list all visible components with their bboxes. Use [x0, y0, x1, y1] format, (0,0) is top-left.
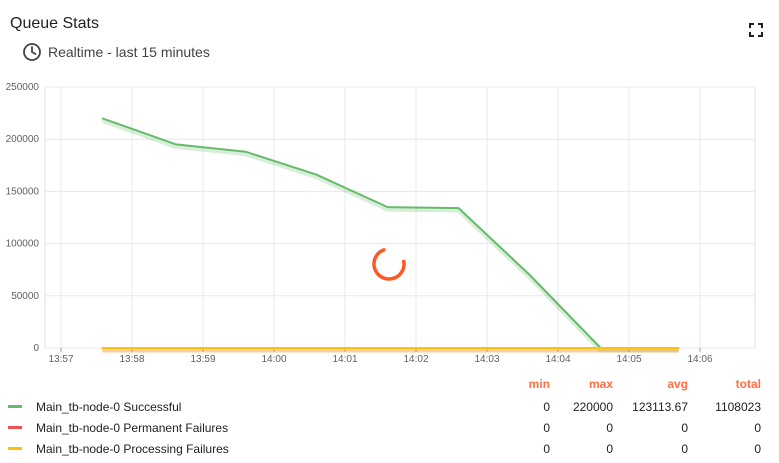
line-chart: 0 50000 100000 150000 200000 250000 13:57 13:58…: [6, 82, 756, 365]
legend-swatch: [8, 447, 22, 450]
y-tick-label: 50000: [11, 291, 39, 302]
x-tick-label: 14:00: [261, 354, 286, 365]
y-tick-label: 200000: [6, 134, 40, 145]
legend-row-successful[interactable]: Main_tb-node-0 Successful 0 220000 12311…: [0, 396, 779, 417]
y-tick-label: 250000: [6, 82, 40, 93]
x-tick-label: 13:57: [48, 354, 73, 365]
x-tick-label: 14:03: [474, 354, 499, 365]
legend-header: min max avg total: [0, 375, 779, 396]
legend-table: min max avg total Main_tb-node-0 Success…: [0, 375, 779, 459]
legend-min: 0: [543, 442, 550, 456]
y-tick-label: 100000: [6, 239, 40, 250]
legend-header-min: min: [528, 377, 550, 391]
legend-swatch: [8, 426, 22, 429]
legend-header-avg: avg: [667, 377, 688, 391]
legend-row-permanent-failures[interactable]: Main_tb-node-0 Permanent Failures 0 0 0 …: [0, 417, 779, 438]
legend-swatch: [8, 405, 22, 408]
timewindow-label: Realtime - last 15 minutes: [48, 44, 210, 60]
legend-header-total: total: [735, 377, 761, 391]
legend-total: 1108023: [715, 400, 761, 414]
timewindow[interactable]: Realtime - last 15 minutes: [22, 42, 210, 62]
legend-max: 0: [606, 421, 613, 435]
y-tick-label: 150000: [6, 186, 40, 197]
series-line: [101, 117, 679, 349]
series-shadow: [101, 117, 679, 353]
legend-label: Main_tb-node-0 Permanent Failures: [36, 421, 229, 435]
legend-avg: 123113.67: [632, 400, 688, 414]
legend-row-processing-failures[interactable]: Main_tb-node-0 Processing Failures 0 0 0…: [0, 438, 779, 459]
legend-avg: 0: [681, 421, 688, 435]
legend-total: 0: [754, 442, 761, 456]
x-tick-label: 14:06: [687, 354, 712, 365]
legend-label: Main_tb-node-0 Processing Failures: [36, 442, 229, 456]
legend-max: 0: [606, 442, 613, 456]
legend-label: Main_tb-node-0 Successful: [36, 400, 182, 414]
x-tick-label: 13:58: [119, 354, 144, 365]
x-tick-label: 13:59: [190, 354, 215, 365]
legend-min: 0: [543, 421, 550, 435]
fullscreen-icon[interactable]: [748, 22, 764, 38]
y-tick-label: 0: [33, 343, 39, 354]
x-tick-label: 14:02: [403, 354, 428, 365]
legend-max: 220000: [572, 400, 613, 414]
legend-header-max: max: [588, 377, 613, 391]
legend-avg: 0: [681, 442, 688, 456]
widget-title: Queue Stats: [10, 15, 99, 32]
x-tick-label: 14:01: [332, 354, 357, 365]
loading-spinner: [372, 248, 406, 281]
legend-min: 0: [543, 400, 550, 414]
legend-total: 0: [754, 421, 761, 435]
plot-frame: [44, 86, 756, 349]
x-tick-label: 14:04: [545, 354, 570, 365]
x-tick-label: 14:05: [616, 354, 641, 365]
clock-icon: [23, 43, 41, 61]
